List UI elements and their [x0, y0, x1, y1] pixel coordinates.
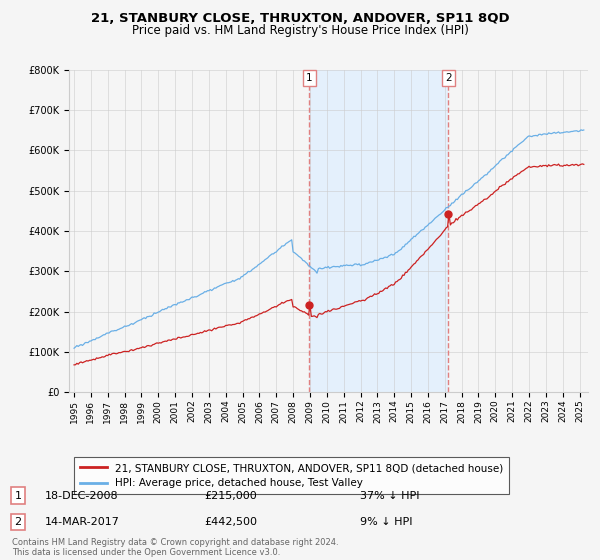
- Text: Contains HM Land Registry data © Crown copyright and database right 2024.
This d: Contains HM Land Registry data © Crown c…: [12, 538, 338, 557]
- Text: 9% ↓ HPI: 9% ↓ HPI: [360, 517, 413, 527]
- Text: 21, STANBURY CLOSE, THRUXTON, ANDOVER, SP11 8QD: 21, STANBURY CLOSE, THRUXTON, ANDOVER, S…: [91, 12, 509, 25]
- Text: £215,000: £215,000: [204, 491, 257, 501]
- Text: 2: 2: [445, 73, 452, 83]
- Text: 1: 1: [306, 73, 313, 83]
- Text: 18-DEC-2008: 18-DEC-2008: [45, 491, 119, 501]
- Text: Price paid vs. HM Land Registry's House Price Index (HPI): Price paid vs. HM Land Registry's House …: [131, 24, 469, 37]
- Text: 1: 1: [14, 491, 22, 501]
- Text: 37% ↓ HPI: 37% ↓ HPI: [360, 491, 419, 501]
- Text: 2: 2: [14, 517, 22, 527]
- Text: £442,500: £442,500: [204, 517, 257, 527]
- Text: 14-MAR-2017: 14-MAR-2017: [45, 517, 120, 527]
- Bar: [309, 70, 448, 392]
- Legend: 21, STANBURY CLOSE, THRUXTON, ANDOVER, SP11 8QD (detached house), HPI: Average p: 21, STANBURY CLOSE, THRUXTON, ANDOVER, S…: [74, 457, 509, 494]
